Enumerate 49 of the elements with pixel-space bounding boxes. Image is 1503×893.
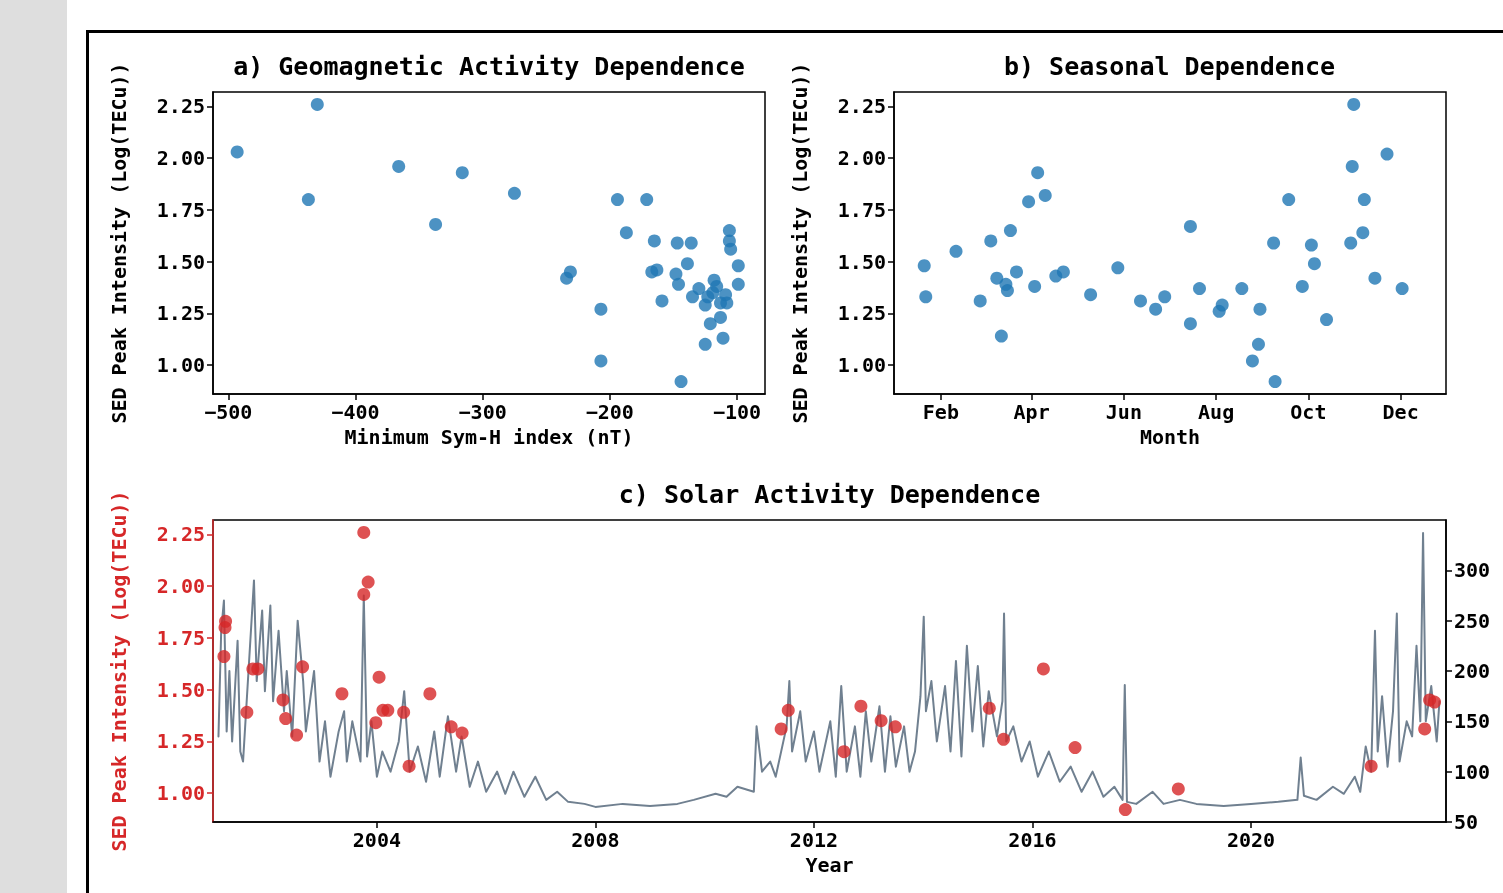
chart-title: b) Seasonal Dependence [1002, 52, 1337, 81]
y-tick-label: 1.75 [837, 197, 886, 222]
y-tick-label: 2.25 [156, 94, 205, 119]
y-axis-title: SED Peak Intensity (Log(TECu)) [788, 62, 812, 424]
y-tick-label: 2.25 [837, 94, 886, 119]
x-tick-label: Aug [1198, 400, 1235, 424]
y-tick-label: 1.25 [837, 301, 886, 326]
y-tick-label: 1.50 [156, 249, 205, 274]
y-tick-label: 1.25 [156, 301, 205, 326]
y-tick-label: 2.00 [837, 146, 886, 171]
x-tick-label: Feb [922, 400, 959, 424]
y-axis-title: SED Peak Intensity (Log(TECu)) [107, 490, 131, 852]
x-tick-label: −100 [712, 400, 762, 424]
y-tick-label: 1.50 [156, 677, 205, 702]
y-tick-label: 1.25 [156, 729, 205, 754]
y2-tick-label: 100 [1454, 759, 1491, 784]
chart-title: c) Solar Activity Dependence [617, 480, 1042, 509]
x-axis-title: Month [1139, 424, 1201, 449]
y-tick-label: 1.75 [156, 625, 205, 650]
x-tick-label: 2012 [789, 828, 839, 852]
x-tick-label: −400 [331, 400, 380, 424]
x-tick-label: −200 [585, 400, 634, 424]
x-axis-title: Year [805, 852, 854, 877]
y2-tick-label: 150 [1454, 709, 1491, 734]
x-tick-label: Oct [1290, 400, 1327, 424]
y2-tick-label: 300 [1454, 558, 1491, 583]
x-tick-label: Apr [1013, 400, 1050, 424]
y-tick-label: 1.50 [837, 249, 886, 274]
x-tick-label: Dec [1382, 400, 1419, 424]
x-tick-label: −500 [204, 400, 253, 424]
x-tick-label: 2016 [1008, 828, 1057, 852]
y-tick-label: 1.75 [156, 197, 205, 222]
y-tick-label: 1.00 [837, 353, 886, 378]
y-tick-label: 1.00 [156, 353, 205, 378]
x-tick-label: 2020 [1226, 828, 1276, 852]
x-axis-title: Minimum Sym-H index (nT) [344, 424, 634, 449]
x-tick-label: Jun [1105, 400, 1142, 424]
chart-title: a) Geomagnetic Activity Dependence [232, 52, 746, 81]
y-tick-label: 2.00 [156, 574, 205, 599]
y2-tick-label: 50 [1454, 810, 1479, 834]
x-tick-label: 2004 [352, 828, 401, 852]
x-tick-label: 2008 [571, 828, 620, 852]
y-tick-label: 1.00 [156, 781, 205, 806]
x-tick-label: −300 [458, 400, 507, 424]
y2-tick-label: 250 [1454, 608, 1491, 633]
y-tick-label: 2.25 [156, 522, 205, 547]
y-tick-label: 2.00 [156, 146, 205, 171]
y2-tick-label: 200 [1454, 659, 1491, 683]
y-axis-title: SED Peak Intensity (Log(TECu)) [107, 62, 131, 424]
